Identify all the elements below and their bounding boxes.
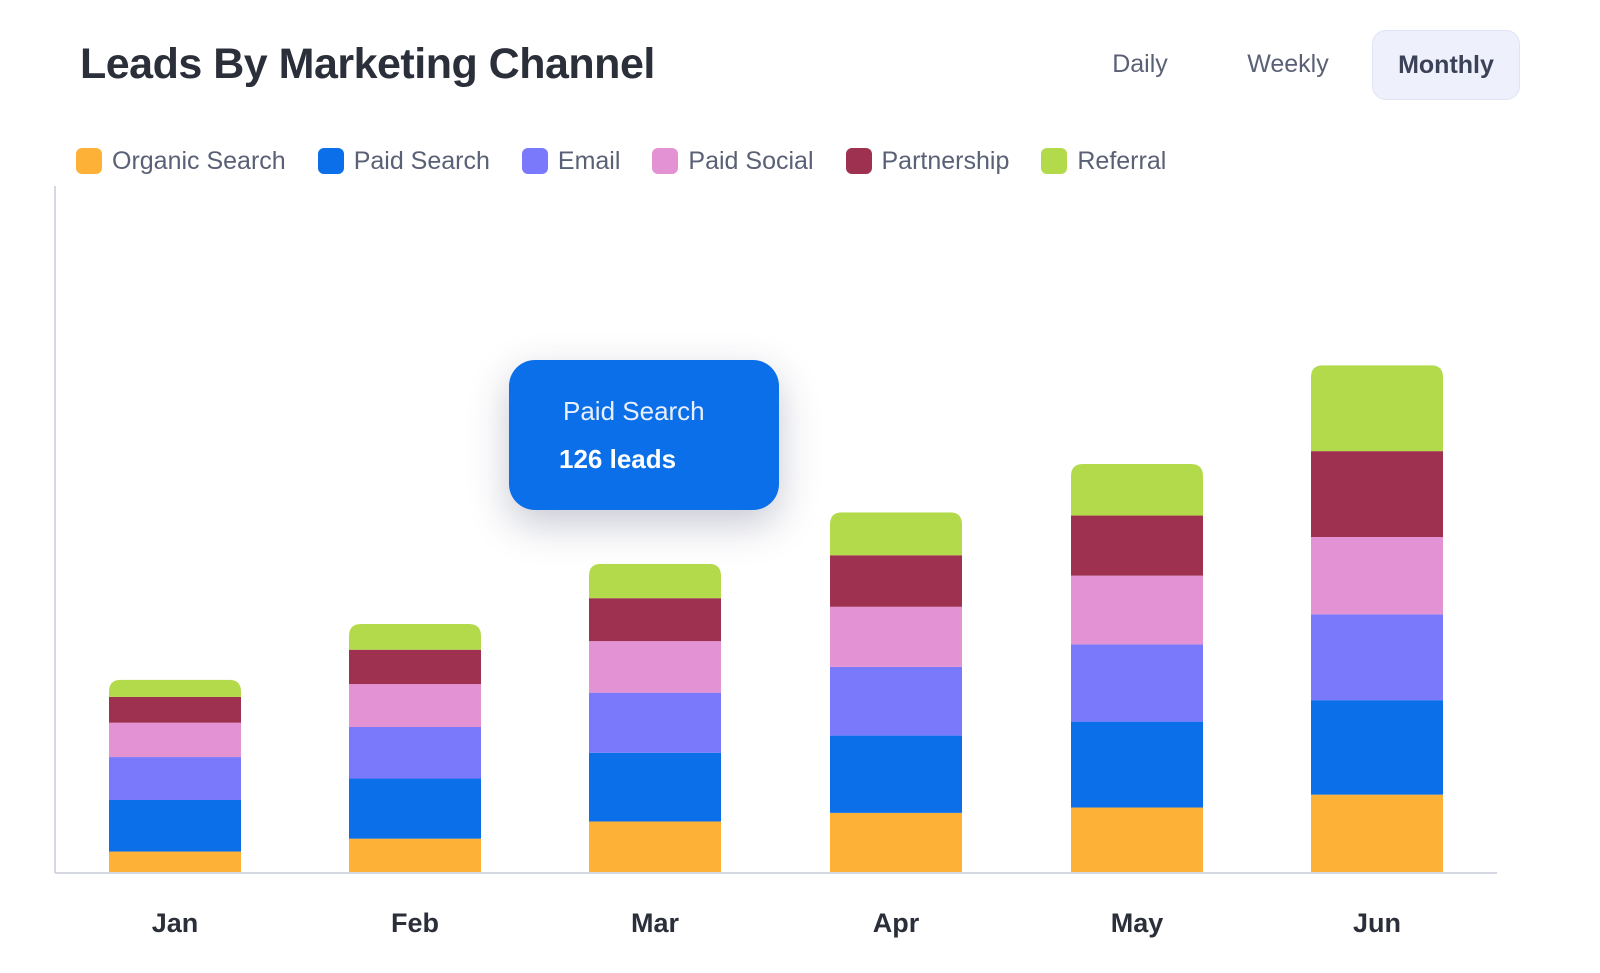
bar-segment-paid-search-feb[interactable] <box>349 778 481 839</box>
tooltip-series: Paid Search <box>563 396 705 426</box>
legend-swatch <box>317 148 344 174</box>
bar-segment-email-apr[interactable] <box>830 666 962 736</box>
legend-label: Paid Search <box>353 146 490 175</box>
chart-legend: Organic Search Paid Search Email Paid Socia… <box>76 144 1198 178</box>
bar-stack-may[interactable] <box>1071 464 1203 873</box>
legend-item[interactable]: Paid Social <box>652 146 814 176</box>
legend-item[interactable]: Organic Search <box>76 147 286 176</box>
bar-stack-jan[interactable] <box>109 679 241 873</box>
legend-item[interactable]: Paid Search <box>317 146 490 176</box>
legend-label: Email <box>557 146 621 175</box>
bar-segment-paid-search-jan[interactable] <box>109 800 241 852</box>
bar-segment-paid-social-may[interactable] <box>1071 575 1203 645</box>
bar-segment-partnership-feb[interactable] <box>349 649 481 685</box>
bar-segment-paid-search-jun[interactable] <box>1311 700 1443 795</box>
legend-label: Referral <box>1077 146 1167 175</box>
bar-segment-referral-feb[interactable] <box>349 623 481 650</box>
x-tick-label: Apr <box>872 908 920 938</box>
bar-segment-organic-search-jun[interactable] <box>1311 794 1443 873</box>
bar-segment-paid-social-mar[interactable] <box>589 641 721 693</box>
legend-label: Organic Search <box>112 146 286 175</box>
bar-segment-partnership-mar[interactable] <box>589 598 721 642</box>
x-tick-label: Feb <box>390 908 440 938</box>
legend-label: Paid Social <box>688 146 814 175</box>
legend-swatch <box>521 148 548 174</box>
legend-swatch <box>76 148 102 174</box>
bar-segment-paid-search-mar[interactable] <box>589 752 721 822</box>
bar-segment-paid-social-apr[interactable] <box>830 606 962 667</box>
legend-swatch <box>845 148 872 174</box>
bar-segment-paid-social-jun[interactable] <box>1311 537 1443 615</box>
legend-swatch <box>652 148 679 174</box>
bar-segment-referral-jan[interactable] <box>109 679 241 697</box>
bar-segment-paid-social-jan[interactable] <box>109 722 241 758</box>
bar-segment-organic-search-mar[interactable] <box>589 821 721 873</box>
bar-segment-paid-search-may[interactable] <box>1071 721 1203 808</box>
bar-segment-email-jan[interactable] <box>109 757 241 801</box>
bar-segment-referral-jun[interactable] <box>1311 365 1443 452</box>
bar-stack-feb[interactable] <box>349 623 481 873</box>
legend-item[interactable]: Partnership <box>845 146 1010 176</box>
x-tick-label: Jan <box>151 908 199 938</box>
bar-stack-apr[interactable] <box>830 512 962 873</box>
legend-label: Partnership <box>881 146 1010 175</box>
bar-segment-email-jun[interactable] <box>1311 614 1443 701</box>
x-tick-label: May <box>1110 908 1164 938</box>
toggle-weekly-button[interactable]: Weekly <box>1247 49 1329 78</box>
chart-tooltip: Paid Search 126 leads <box>509 360 779 510</box>
toggle-daily-button[interactable]: Daily <box>1112 49 1168 78</box>
bar-stack-mar[interactable] <box>589 563 721 873</box>
bar-segment-email-may[interactable] <box>1071 644 1203 722</box>
bar-segment-partnership-jun[interactable] <box>1311 451 1443 538</box>
bar-segment-email-mar[interactable] <box>589 692 721 753</box>
chart-title: Leads By Marketing Channel <box>80 40 655 88</box>
legend-item[interactable]: Email <box>521 146 621 176</box>
bar-segment-organic-search-apr[interactable] <box>830 812 962 873</box>
bar-segment-referral-apr[interactable] <box>830 512 962 556</box>
legend-item[interactable]: Referral <box>1041 147 1166 176</box>
bar-segment-organic-search-jan[interactable] <box>109 851 241 873</box>
legend-swatch <box>1041 148 1068 174</box>
tooltip-value: 126 leads <box>559 444 677 474</box>
bar-segment-partnership-may[interactable] <box>1071 515 1203 576</box>
bar-segment-partnership-jan[interactable] <box>109 696 241 723</box>
bar-segment-paid-search-apr[interactable] <box>830 735 962 813</box>
bar-segment-paid-social-feb[interactable] <box>349 684 481 728</box>
x-tick-label: Mar <box>630 908 680 938</box>
bar-segment-organic-search-may[interactable] <box>1071 807 1203 873</box>
bar-segment-referral-mar[interactable] <box>589 563 721 599</box>
x-tick-label: Jun <box>1352 908 1402 938</box>
bar-segment-partnership-apr[interactable] <box>830 555 962 607</box>
bar-segment-referral-may[interactable] <box>1071 464 1203 516</box>
bar-stack-jun[interactable] <box>1311 365 1443 873</box>
toggle-monthly-button[interactable]: Monthly <box>1372 30 1520 100</box>
bar-segment-organic-search-feb[interactable] <box>349 838 481 873</box>
bar-segment-email-feb[interactable] <box>349 727 481 779</box>
